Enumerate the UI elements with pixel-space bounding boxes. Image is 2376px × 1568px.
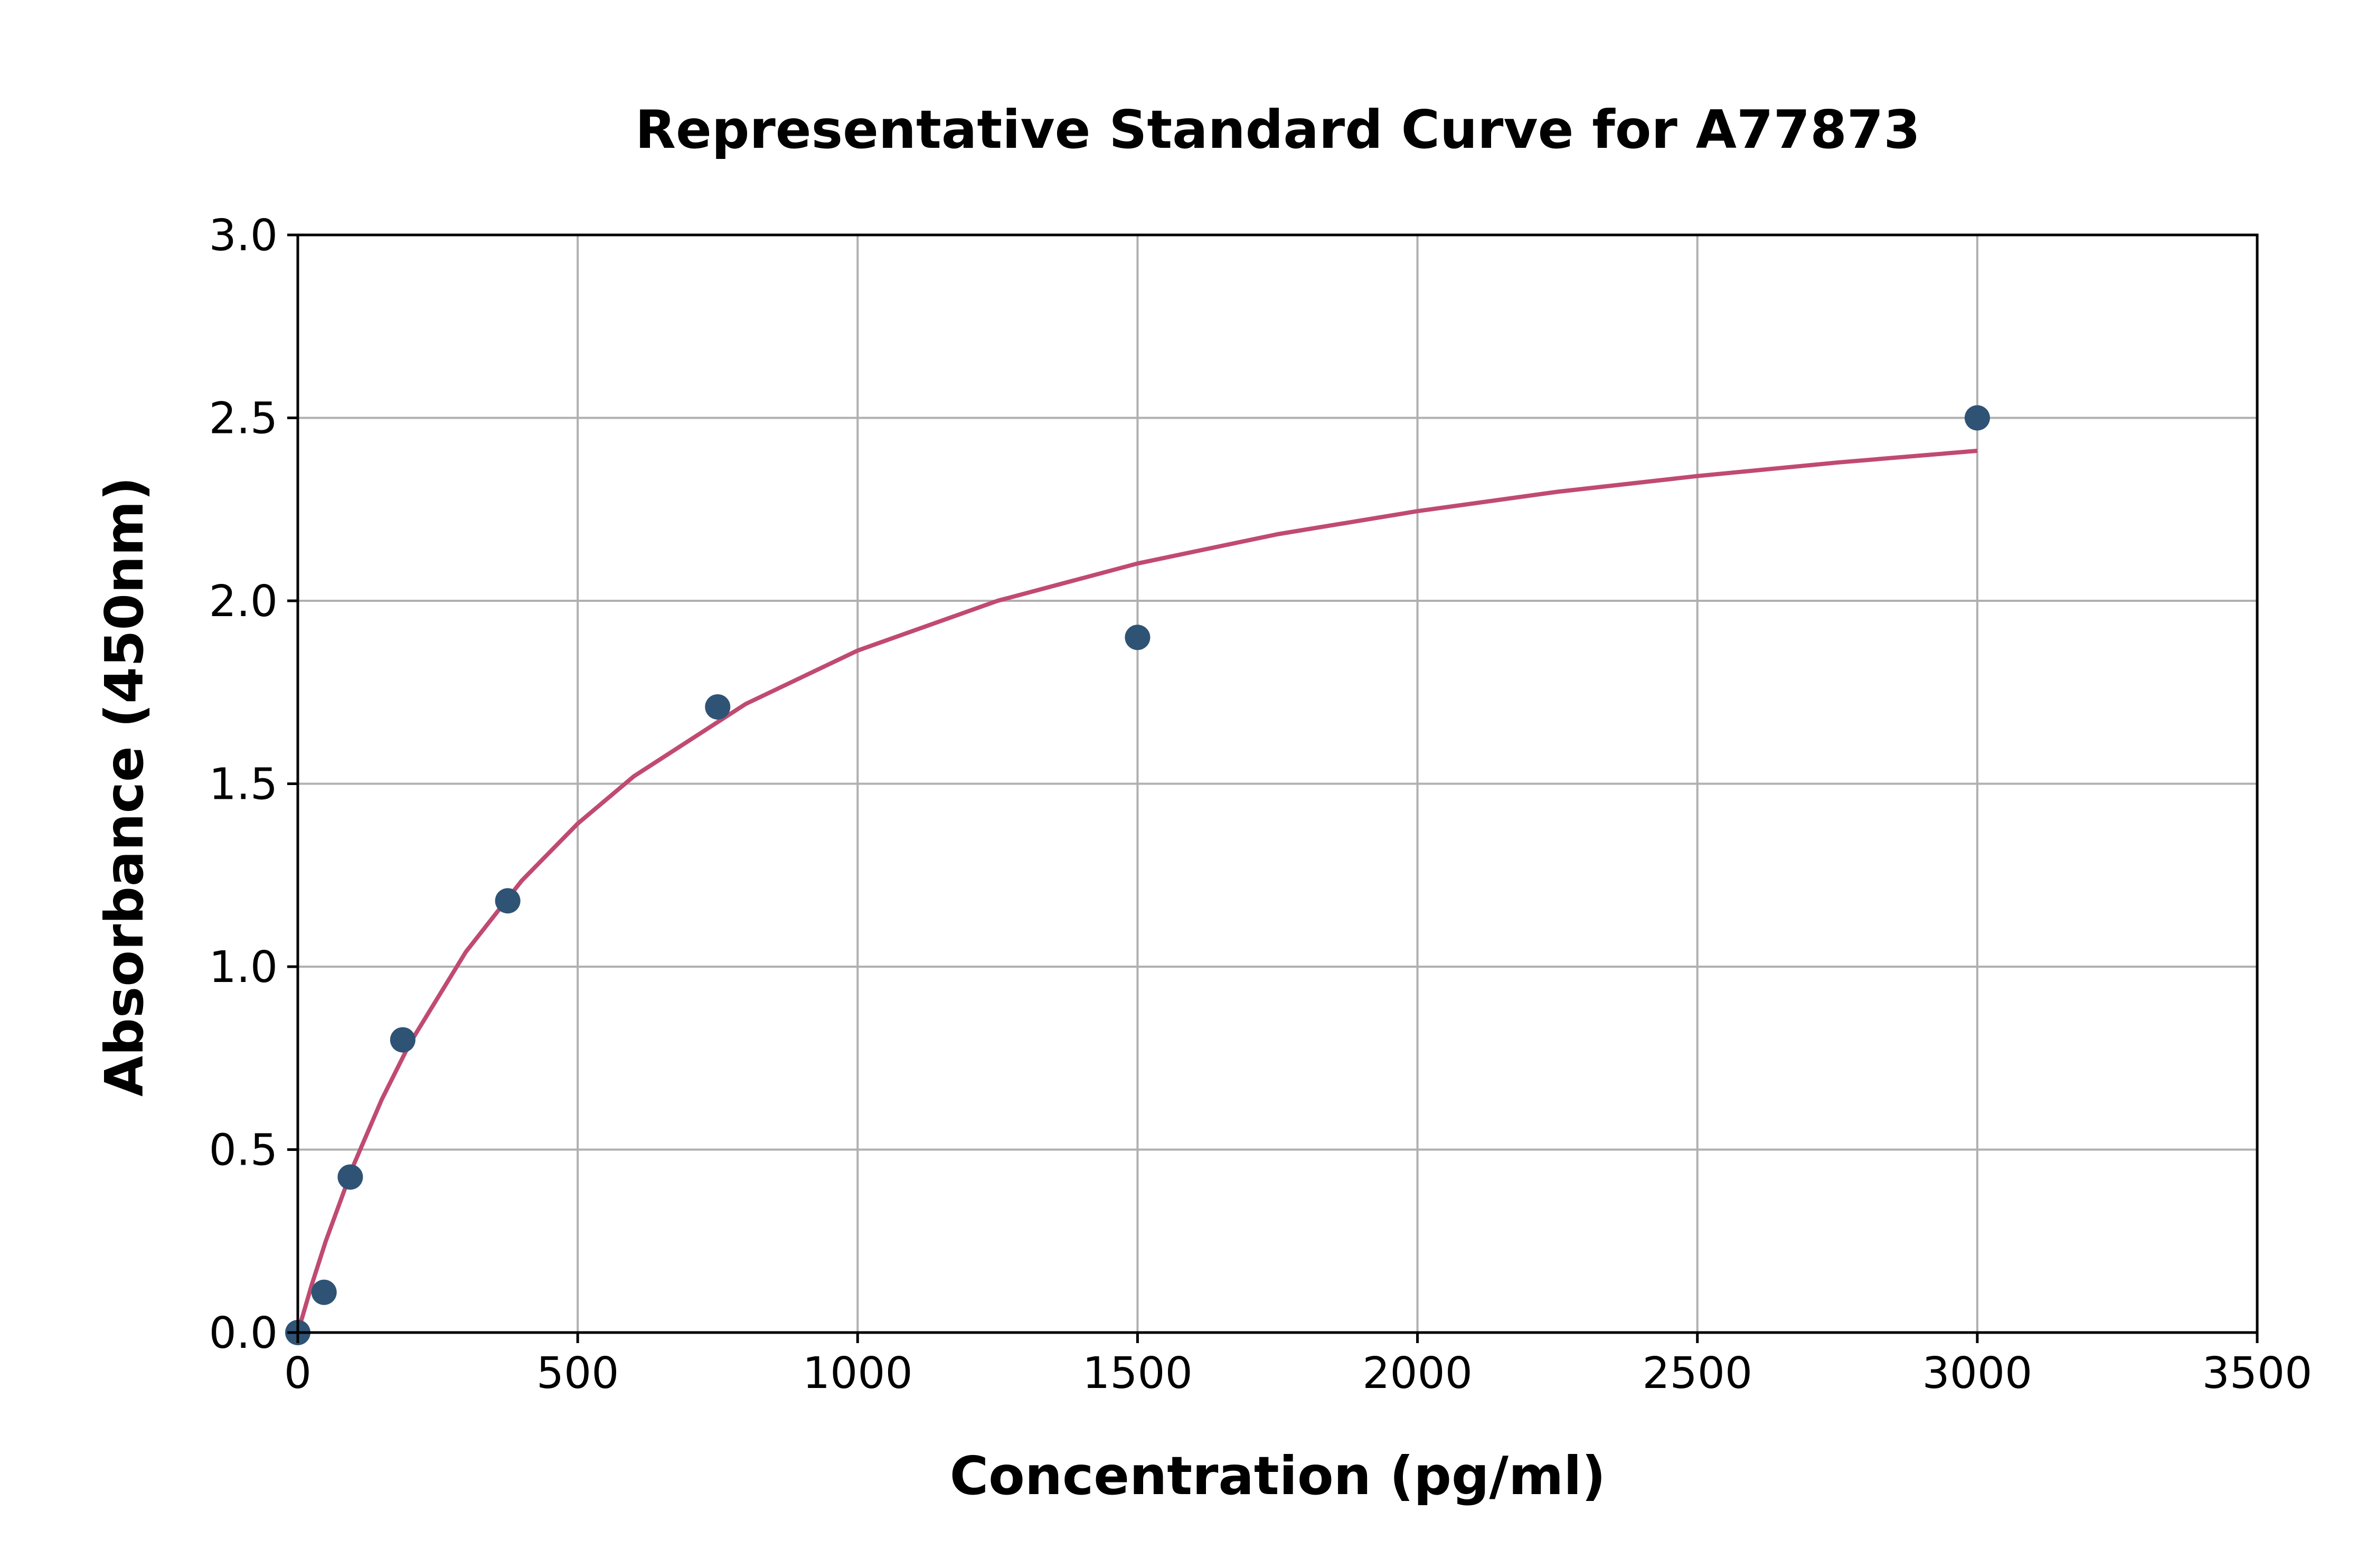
grid [297,234,2258,1334]
y-tick-label: 0.0 [209,1308,278,1358]
axis-ticks: 0 500 1000 1500 2000 2500 3000 3500 0.0 0.5 1.0 1.5… [209,211,2313,1399]
y-tick-label: 2.5 [209,394,278,444]
chart-title: Representative Standard Curve for A77873 [635,99,1920,160]
y-tick-label: 0.5 [209,1126,278,1176]
x-axis-label: Concentration (pg/ml) [950,1445,1606,1507]
y-axis-label: Absorbance (450nm) [93,477,155,1097]
x-tick-label: 0 [284,1348,312,1399]
data-point [390,1027,416,1053]
x-tick-label: 3500 [2202,1348,2313,1399]
data-point [1125,625,1151,650]
y-tick-label: 2.0 [209,577,278,627]
x-tick-label: 2000 [1362,1348,1473,1399]
x-tick-label: 2500 [1642,1348,1752,1399]
x-tick-label: 500 [536,1348,619,1399]
fit-curve-layer [296,448,1978,1334]
fit-curve-line [296,448,1978,1334]
data-point [337,1164,363,1190]
x-tick-label: 1000 [803,1348,913,1399]
y-tick-label: 3.0 [209,211,278,261]
y-tick-label: 1.5 [209,760,278,810]
x-tick-label: 3000 [1922,1348,2033,1399]
data-points [285,405,1990,1345]
x-tick-label: 1500 [1082,1348,1193,1399]
data-point [495,888,521,914]
y-tick-label: 1.0 [209,942,278,993]
data-point [1964,405,1990,431]
data-point [705,694,731,720]
data-point [311,1279,337,1305]
